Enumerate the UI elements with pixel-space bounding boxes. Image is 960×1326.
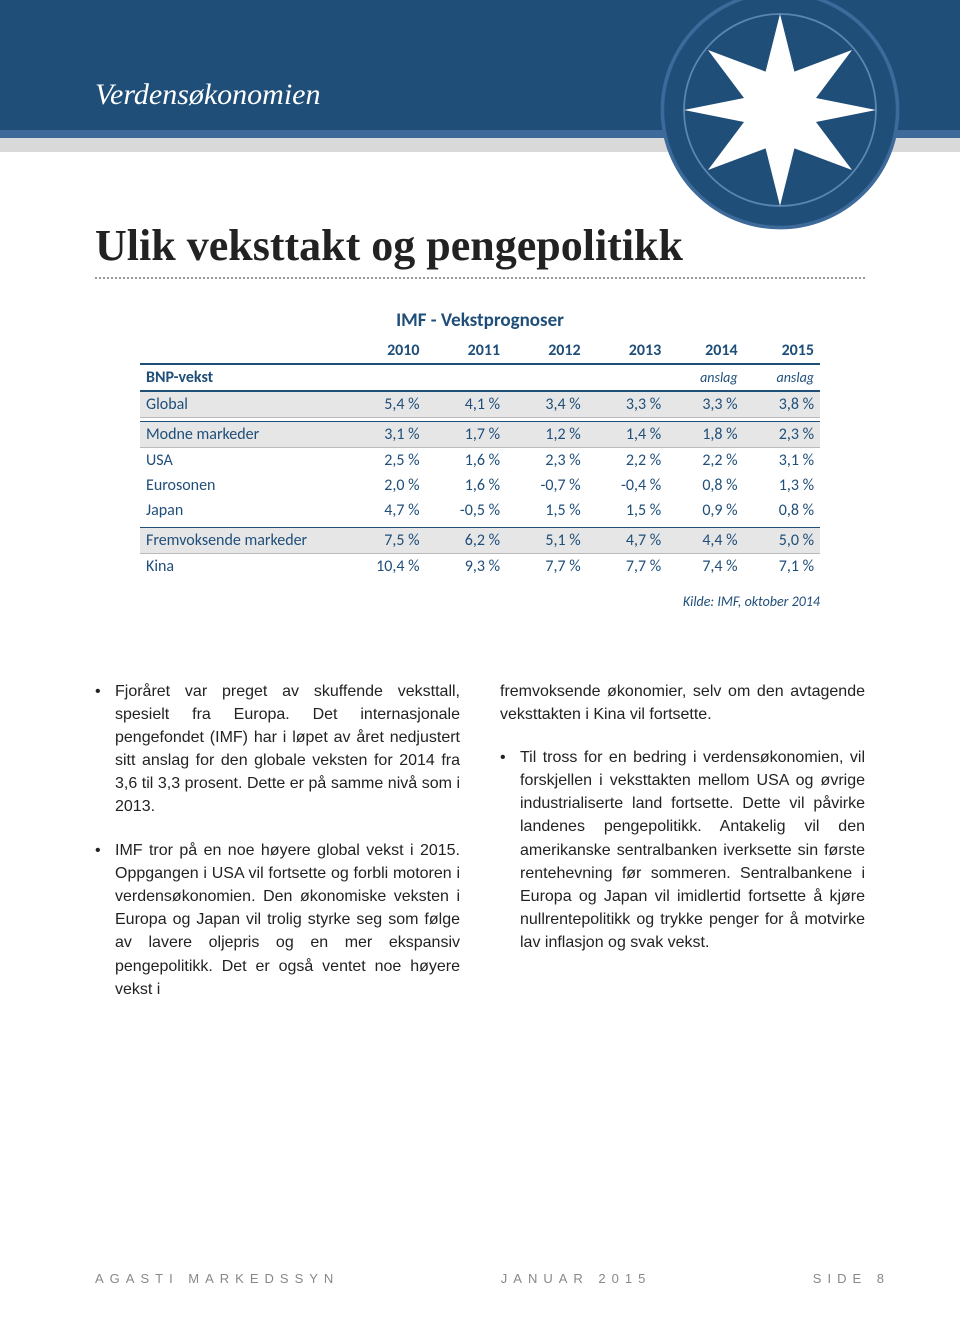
table-header-row-years: 2010 2011 2012 2013 2014 2015 [140,338,820,364]
sub-5: anslag [744,364,820,391]
sub-0 [340,364,426,391]
data-cell: -0,5 % [426,498,507,523]
data-cell: 4,7 % [340,498,426,523]
section-title: Verdensøkonomien [95,78,321,112]
data-cell: -0,7 % [506,473,587,498]
data-cell: 1,5 % [506,498,587,523]
data-cell: 1,8 % [667,422,743,448]
data-cell: 7,7 % [506,553,587,579]
table-row: USA2,5 %1,6 %2,3 %2,2 %2,2 %3,1 % [140,448,820,474]
dotted-divider [95,277,865,279]
body-columns: Fjoråret var preget av skuffende vekstta… [95,680,865,1021]
forecast-table-container: IMF - Vekstprognoser 2010 2011 2012 2013… [140,309,820,579]
column-right: fremvoksende økonomier, selv om den avta… [500,680,865,1021]
star-badge-icon [660,0,900,230]
bullet-list-left: Fjoråret var preget av skuffende vekstta… [95,680,460,1001]
sub-1 [426,364,507,391]
data-cell: 3,4 % [506,391,587,418]
col-2013: 2013 [587,338,668,364]
data-cell: 4,7 % [587,527,668,553]
continued-paragraph: fremvoksende økonomier, selv om den avta… [500,680,865,726]
table-row: Japan4,7 %-0,5 %1,5 %1,5 %0,9 %0,8 % [140,498,820,523]
data-cell: 5,1 % [506,527,587,553]
row-label: Fremvoksende markeder [140,527,340,553]
footer-right: SIDE 8 [813,1271,890,1286]
data-cell: 4,1 % [426,391,507,418]
data-cell: 0,9 % [667,498,743,523]
data-cell: 4,4 % [667,527,743,553]
col-2014: 2014 [667,338,743,364]
data-cell: 1,3 % [744,473,820,498]
row-label: USA [140,448,340,474]
data-cell: 3,8 % [744,391,820,418]
footer-center: JANUAR 2015 [501,1271,652,1286]
table-head: 2010 2011 2012 2013 2014 2015 BNP-vekst … [140,338,820,391]
table-row: Global5,4 %4,1 %3,4 %3,3 %3,3 %3,8 % [140,391,820,418]
data-cell: 2,0 % [340,473,426,498]
data-cell: 1,6 % [426,448,507,474]
table-source: Kilde: IMF, oktober 2014 [140,593,820,610]
bullet-right-0: Til tross for en bedring i verdensøkonom… [500,746,865,955]
col-2015: 2015 [744,338,820,364]
col-2012: 2012 [506,338,587,364]
table-row: Kina10,4 %9,3 %7,7 %7,7 %7,4 %7,1 % [140,553,820,579]
footer-left: AGASTI MARKEDSSYN [95,1271,339,1286]
bullet-left-1: IMF tror på en noe høyere global vekst i… [95,839,460,1001]
table-title: IMF - Vekstprognoser [140,309,820,332]
data-cell: 3,3 % [587,391,668,418]
data-cell: 2,2 % [587,448,668,474]
bullet-left-0: Fjoråret var preget av skuffende vekstta… [95,680,460,819]
table-header-row-sub: BNP-vekst anslag anslag [140,364,820,391]
page-footer: AGASTI MARKEDSSYN JANUAR 2015 SIDE 8 [95,1271,890,1286]
data-cell: 2,5 % [340,448,426,474]
table-row: Eurosonen2,0 %1,6 %-0,7 %-0,4 %0,8 %1,3 … [140,473,820,498]
sub-3 [587,364,668,391]
data-cell: 7,4 % [667,553,743,579]
data-cell: 5,4 % [340,391,426,418]
row-label: Global [140,391,340,418]
bullet-list-right: Til tross for en bedring i verdensøkonom… [500,746,865,955]
data-cell: 9,3 % [426,553,507,579]
page-header: Verdensøkonomien [0,0,960,170]
data-cell: 1,4 % [587,422,668,448]
data-cell: 3,1 % [744,448,820,474]
col-2010: 2010 [340,338,426,364]
row-label: Modne markeder [140,422,340,448]
row-label: Japan [140,498,340,523]
data-cell: 2,2 % [667,448,743,474]
data-cell: 10,4 % [340,553,426,579]
data-cell: 2,3 % [744,422,820,448]
data-cell: 2,3 % [506,448,587,474]
column-left: Fjoråret var preget av skuffende vekstta… [95,680,460,1021]
data-cell: -0,4 % [587,473,668,498]
data-cell: 1,6 % [426,473,507,498]
table-row: Modne markeder3,1 %1,7 %1,2 %1,4 %1,8 %2… [140,422,820,448]
sub-4: anslag [667,364,743,391]
sub-2 [506,364,587,391]
table-row: Fremvoksende markeder7,5 %6,2 %5,1 %4,7 … [140,527,820,553]
row-label: Kina [140,553,340,579]
data-cell: 1,7 % [426,422,507,448]
data-cell: 3,1 % [340,422,426,448]
row-label-header: BNP-vekst [140,364,340,391]
col-2011: 2011 [426,338,507,364]
data-cell: 0,8 % [667,473,743,498]
data-cell: 7,1 % [744,553,820,579]
table-body: Global5,4 %4,1 %3,4 %3,3 %3,3 %3,8 %Modn… [140,391,820,579]
forecast-table: 2010 2011 2012 2013 2014 2015 BNP-vekst … [140,338,820,579]
data-cell: 7,5 % [340,527,426,553]
data-cell: 7,7 % [587,553,668,579]
data-cell: 6,2 % [426,527,507,553]
row-label-blank [140,338,340,364]
data-cell: 1,5 % [587,498,668,523]
data-cell: 1,2 % [506,422,587,448]
data-cell: 5,0 % [744,527,820,553]
data-cell: 0,8 % [744,498,820,523]
row-label: Eurosonen [140,473,340,498]
content-area: Ulik veksttakt og pengepolitikk IMF - Ve… [0,170,960,1021]
data-cell: 3,3 % [667,391,743,418]
